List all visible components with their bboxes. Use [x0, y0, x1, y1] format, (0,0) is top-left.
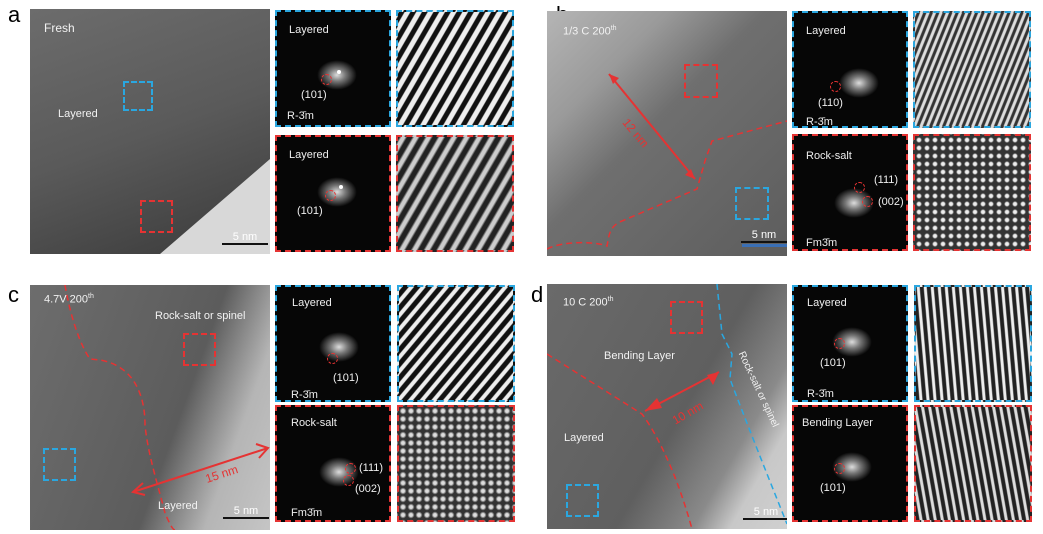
- region-label: Layered: [58, 108, 98, 120]
- condition-text: 4.7V 200: [44, 293, 89, 306]
- bulk-region-box: [735, 187, 769, 220]
- bulk-region-box: [566, 484, 599, 517]
- condition-label: Fresh: [44, 21, 75, 35]
- bulk-region-box: [43, 448, 76, 481]
- space-group: Fm3̄m: [806, 237, 838, 249]
- ifft-lattice-bottom-a: [396, 135, 514, 252]
- condition-label: 10 C 200th: [563, 296, 614, 309]
- distance-arrow: [608, 73, 696, 180]
- fft-top-a: Layered (101) R-3̄m: [275, 10, 391, 127]
- fft-phase: Layered: [289, 149, 329, 161]
- superscript: th: [607, 296, 614, 303]
- fft-bottom-c: Rock-salt (111) (002) Fm3̄m: [275, 405, 391, 522]
- miller-index: (101): [301, 89, 327, 101]
- ifft-lattice-top-a: [396, 10, 514, 127]
- surface-region-box: [670, 301, 703, 334]
- ifft-lattice-top-c: [397, 285, 515, 402]
- space-group: R-3̄m: [807, 388, 834, 400]
- miller-index: (101): [820, 482, 846, 494]
- scale-bar: 5 nm: [223, 505, 269, 519]
- ifft-lattice-bottom-d: [914, 405, 1032, 522]
- space-group: R-3̄m: [291, 389, 318, 401]
- miller-index: (002): [355, 483, 381, 495]
- miller-index: (110): [818, 97, 843, 109]
- fft-phase: Layered: [289, 24, 329, 36]
- ifft-lattice-top-b: [913, 11, 1031, 128]
- fft-phase: Rock-salt: [806, 150, 852, 162]
- panel-label-c: c: [8, 282, 19, 307]
- ifft-lattice-bottom-b: [913, 134, 1031, 251]
- panel-label-a: a: [8, 2, 21, 27]
- region-label: Rock-salt or spinel: [155, 310, 246, 322]
- layered-region-box: [123, 81, 153, 111]
- surface-region-box: [183, 333, 216, 366]
- miller-index: (002): [878, 196, 904, 208]
- region-label: Bending Layer: [604, 350, 675, 362]
- space-group: Fm3̄m: [291, 507, 323, 519]
- condition-text: 10 C 200: [563, 296, 608, 309]
- region-label: Layered: [564, 432, 604, 444]
- superscript: th: [610, 25, 617, 32]
- fft-top-c: Layered (101) R-3̄m: [275, 285, 391, 402]
- fft-top-d: Layered (101) R-3̄m: [792, 285, 908, 402]
- region-label: Layered: [158, 500, 198, 512]
- space-group: R-3̄m: [287, 110, 314, 122]
- miller-index: (111): [359, 462, 384, 474]
- fft-phase: Rock-salt: [291, 417, 337, 429]
- ifft-lattice-top-d: [914, 285, 1032, 402]
- fft-phase: Layered: [807, 297, 847, 309]
- ifft-lattice-bottom-c: [397, 405, 515, 522]
- panel-label-d: d: [531, 282, 544, 307]
- tem-image-d: 10 C 200th Bending Layer Layered Rock-sa…: [547, 284, 787, 529]
- fft-bottom-a: Layered (101): [275, 135, 391, 252]
- condition-label: 4.7V 200th: [44, 293, 94, 306]
- miller-index: (101): [333, 372, 359, 384]
- fft-phase: Bending Layer: [802, 417, 873, 429]
- miller-index: (111): [874, 174, 899, 186]
- surface-region-box: [140, 200, 173, 233]
- fft-phase: Layered: [806, 25, 846, 37]
- condition-text: 1/3 C 200: [563, 25, 611, 38]
- miller-index: (101): [297, 205, 323, 217]
- scale-bar: 5 nm: [741, 229, 787, 243]
- fft-bottom-d: Bending Layer (101): [792, 405, 908, 522]
- scale-bar: 5 nm: [743, 506, 787, 520]
- miller-index: (101): [820, 357, 846, 369]
- surface-region-box: [684, 64, 718, 98]
- scale-bar: 5 nm: [222, 231, 268, 245]
- tem-image-c: 4.7V 200th Rock-salt or spinel Layered 1…: [30, 285, 270, 530]
- tem-image-a: Fresh Layered 5 nm: [30, 9, 270, 254]
- condition-label: 1/3 C 200th: [563, 25, 617, 38]
- tem-image-b: 1/3 C 200th 12 nm 5 nm: [547, 11, 787, 256]
- fft-top-b: Layered (110) R-3̄m: [792, 11, 908, 128]
- fft-phase: Layered: [292, 297, 332, 309]
- fft-bottom-b: Rock-salt (111) (002) Fm3̄m: [792, 134, 908, 251]
- space-group: R-3̄m: [806, 116, 833, 128]
- superscript: th: [88, 293, 94, 300]
